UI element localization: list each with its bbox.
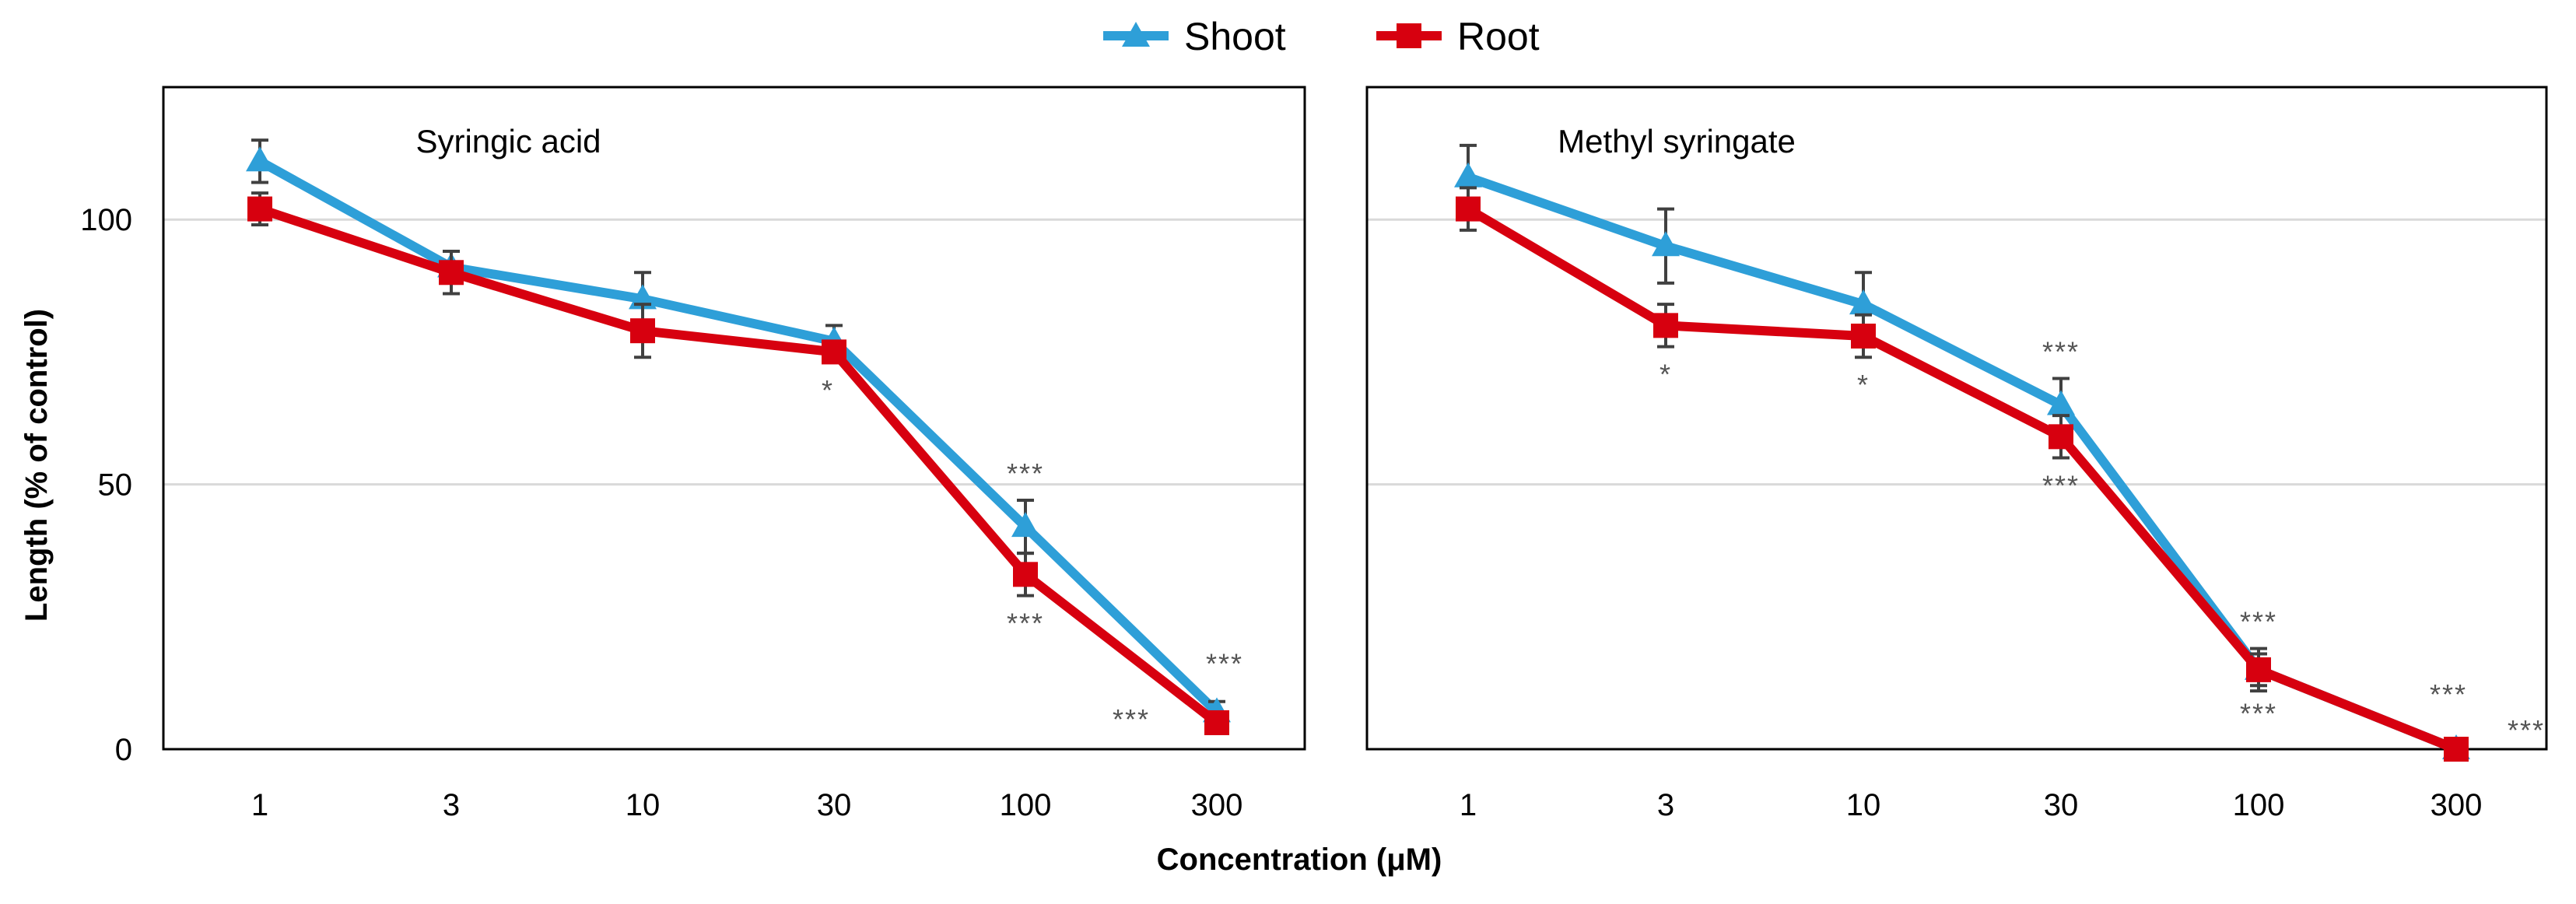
data-point-triangle — [1454, 162, 1482, 187]
series-line — [258, 157, 1221, 716]
significance-label: * — [1660, 359, 1672, 391]
significance-label: * — [822, 374, 834, 406]
x-tick-label: 30 — [2044, 788, 2079, 822]
y-axis-title: Length (% of control) — [19, 309, 54, 622]
significance-label: *** — [1113, 703, 1150, 735]
legend-item-root: Root — [1376, 15, 1540, 58]
significance-label: *** — [2240, 697, 2277, 729]
data-point-square — [1456, 196, 1481, 222]
x-tick-label: 300 — [1191, 788, 1243, 822]
series-shoot: *** *** — [246, 138, 1243, 724]
series-root: ******* — [247, 191, 1229, 735]
x-axis-title: Concentration (μM) — [1157, 843, 1442, 877]
significance-label: *** — [2042, 335, 2080, 367]
legend-item-shoot: Shoot — [1103, 15, 1286, 58]
significance-label: *** — [1206, 647, 1243, 679]
significance-label: *** — [1007, 608, 1044, 639]
plot-frame — [1365, 86, 2548, 751]
data-point-triangle — [1011, 512, 1039, 538]
data-point-triangle — [246, 146, 274, 172]
series-line — [1465, 205, 2459, 754]
data-point-triangle — [2047, 390, 2075, 415]
data-point-square — [2246, 657, 2271, 682]
x-tick-label: 100 — [2233, 788, 2285, 822]
significance-label: *** — [2430, 678, 2467, 710]
data-point-square — [1653, 313, 1678, 338]
data-point-square — [1013, 562, 1038, 587]
x-tick-label: 1 — [1460, 788, 1477, 822]
x-tick-label: 1 — [251, 788, 268, 822]
plot-frame — [162, 86, 1306, 751]
data-point-square — [2049, 424, 2073, 450]
series-root: * ********** — [1456, 186, 2545, 762]
legend: Shoot Root — [1103, 15, 1540, 58]
x-tick-label: 10 — [1846, 788, 1881, 822]
significance-label: *** — [1007, 457, 1044, 489]
significance-label: *** — [2042, 470, 2080, 502]
x-tick-label: 100 — [1000, 788, 1052, 822]
data-point-square — [630, 318, 655, 344]
data-point-triangle — [1652, 231, 1680, 257]
significance-label: *** — [2240, 606, 2277, 638]
data-point-square — [2444, 737, 2469, 762]
x-tick-label: 3 — [443, 788, 460, 822]
x-tick-label: 30 — [817, 788, 852, 822]
data-point-square — [822, 339, 846, 365]
x-tick-label: 300 — [2431, 788, 2483, 822]
significance-label: *** — [2508, 714, 2545, 746]
data-point-square — [247, 196, 272, 222]
data-point-square — [1851, 323, 1876, 349]
legend-marker-triangle — [1122, 22, 1150, 47]
y-tick-label: 50 — [98, 468, 133, 503]
x-tick-label: 3 — [1657, 788, 1674, 822]
legend-marker-square — [1397, 23, 1421, 48]
legend-label: Shoot — [1184, 15, 1286, 58]
panel-title: Syringic acid — [415, 123, 601, 159]
panel-title: Methyl syringate — [1558, 123, 1796, 159]
data-point-square — [1204, 710, 1229, 735]
series-shoot: *** *** *** — [1454, 143, 2470, 759]
y-tick-label: 0 — [115, 733, 132, 767]
data-point-triangle — [1849, 289, 1877, 315]
data-point-square — [439, 260, 464, 286]
significance-label: * — [1857, 369, 1870, 401]
legend-label: Root — [1457, 15, 1540, 58]
x-tick-label: 10 — [626, 788, 661, 822]
series-line — [1467, 173, 2459, 754]
series-line — [258, 204, 1220, 727]
y-tick-label: 100 — [80, 203, 132, 237]
